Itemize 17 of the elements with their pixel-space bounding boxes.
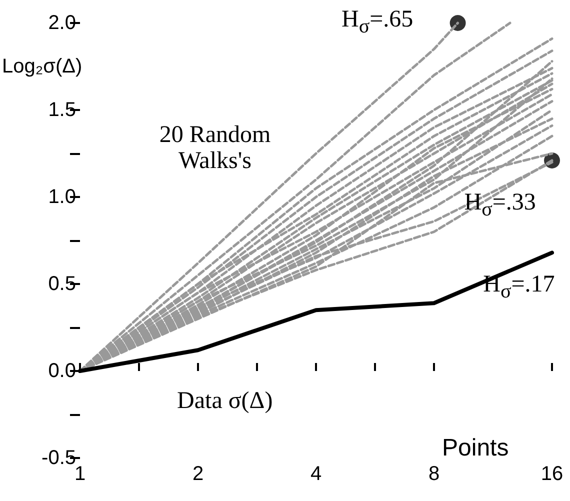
y-axis-title: Log₂σ(Δ): [2, 56, 82, 78]
annotation: 20 Random Walks's: [158, 122, 272, 174]
annotation: H$_{σ}$=.65: [340, 6, 414, 40]
y-tick-label: 1.0: [48, 186, 76, 208]
x-tick-label: 4: [310, 463, 322, 485]
y-tick-label: -0.5: [42, 447, 76, 469]
y-tick-label: 2.0: [48, 12, 76, 34]
x-tick-label: 1: [74, 463, 86, 485]
annotation: H$_{σ}$=.33: [463, 189, 537, 222]
y-tick-label: 0.0: [48, 360, 76, 382]
annotation: Data σ(Δ): [176, 388, 274, 414]
y-tick-label: 1.5: [48, 99, 76, 121]
y-tick-label: 0.5: [48, 273, 76, 295]
x-tick-label: 16: [540, 463, 564, 485]
x-axis-title: Points: [442, 434, 509, 462]
x-tick-label: 2: [192, 463, 204, 485]
x-tick-label: 8: [428, 463, 440, 485]
